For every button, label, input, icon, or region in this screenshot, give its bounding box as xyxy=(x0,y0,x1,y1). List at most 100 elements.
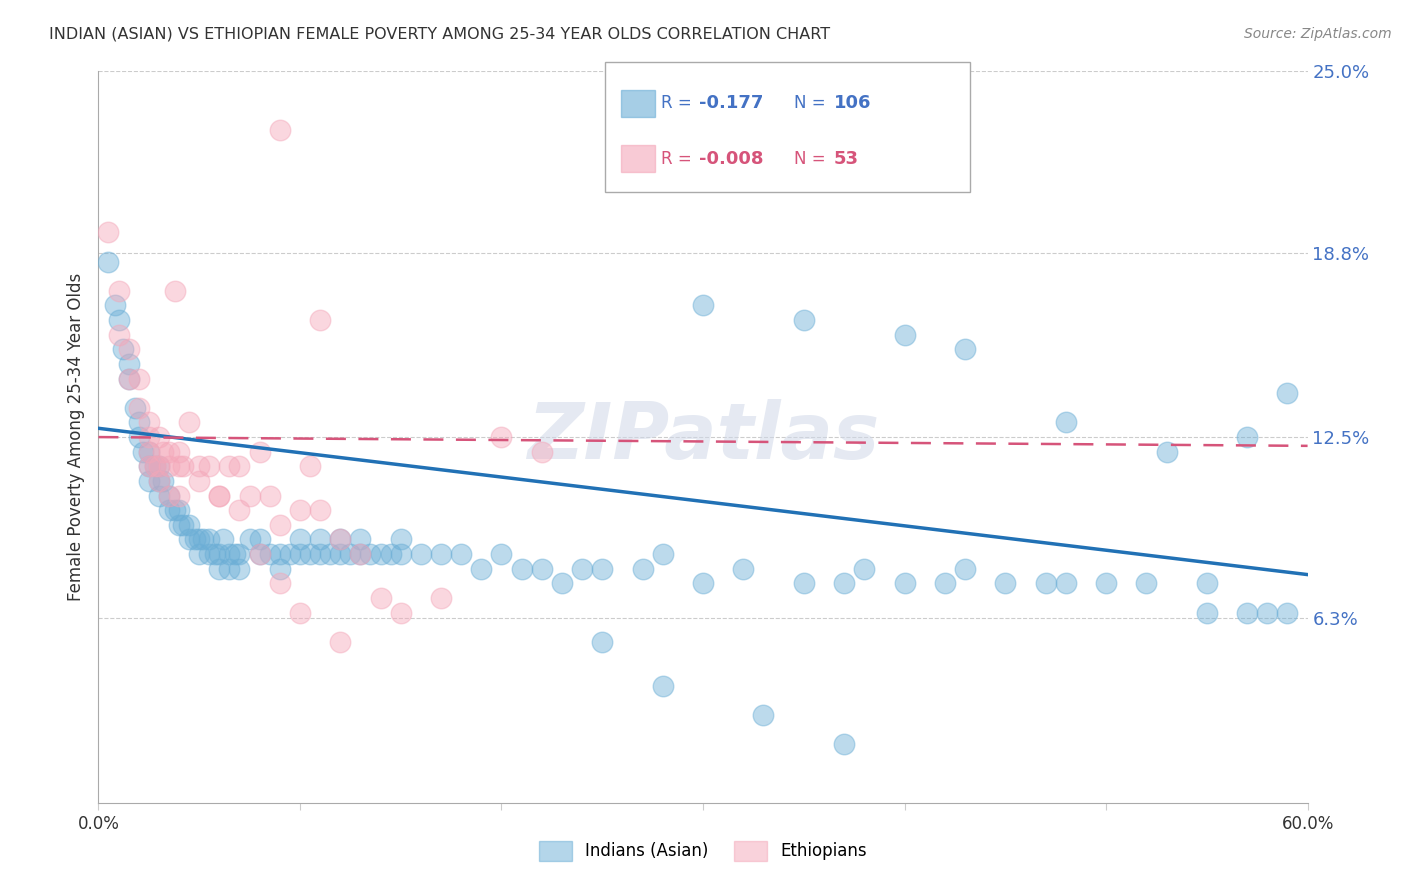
Point xyxy=(188,547,211,561)
Point xyxy=(148,474,170,488)
Point xyxy=(259,489,281,503)
Point xyxy=(172,517,194,532)
Point xyxy=(1256,606,1278,620)
Point xyxy=(97,254,120,268)
Point xyxy=(157,503,180,517)
Text: ZIPatlas: ZIPatlas xyxy=(527,399,879,475)
Point xyxy=(218,562,240,576)
Point xyxy=(530,444,553,458)
Point xyxy=(994,576,1017,591)
Point xyxy=(163,503,186,517)
Point xyxy=(349,533,371,547)
Point xyxy=(288,606,311,620)
Point xyxy=(288,533,311,547)
Point xyxy=(329,533,352,547)
Point xyxy=(370,591,392,605)
Point xyxy=(188,459,211,474)
Point xyxy=(212,533,235,547)
Point xyxy=(309,313,332,327)
Point xyxy=(198,547,221,561)
Point xyxy=(389,606,412,620)
Point xyxy=(152,444,174,458)
Point xyxy=(389,533,412,547)
Point xyxy=(138,416,160,430)
Text: N =: N = xyxy=(794,150,831,168)
Point xyxy=(389,547,412,561)
Point xyxy=(953,562,976,576)
Point xyxy=(893,576,915,591)
Point xyxy=(278,547,301,561)
Point xyxy=(491,547,513,561)
Point xyxy=(832,576,855,591)
Point xyxy=(198,459,221,474)
Point xyxy=(218,547,240,561)
Point xyxy=(193,533,215,547)
Point xyxy=(157,489,180,503)
Point xyxy=(239,489,262,503)
Point xyxy=(299,459,322,474)
Point xyxy=(1236,606,1258,620)
Point xyxy=(349,547,371,561)
Point xyxy=(208,489,231,503)
Point xyxy=(107,284,129,298)
Point xyxy=(107,327,129,342)
Text: -0.008: -0.008 xyxy=(699,150,763,168)
Point xyxy=(157,444,180,458)
Point xyxy=(128,371,150,385)
Point xyxy=(172,459,194,474)
Point xyxy=(793,576,815,591)
Point xyxy=(1195,576,1218,591)
Point xyxy=(1054,416,1077,430)
Point xyxy=(551,576,574,591)
Point xyxy=(118,357,141,371)
Point xyxy=(167,459,190,474)
Point xyxy=(853,562,876,576)
Point xyxy=(651,547,673,561)
Point xyxy=(184,533,207,547)
Point xyxy=(148,430,170,444)
Point xyxy=(218,459,240,474)
Point xyxy=(470,562,492,576)
Point xyxy=(1277,606,1299,620)
Point xyxy=(370,547,392,561)
Point xyxy=(228,503,250,517)
Point xyxy=(208,562,231,576)
Point xyxy=(138,444,160,458)
Point xyxy=(430,591,453,605)
Point xyxy=(1035,576,1057,591)
Point xyxy=(157,489,180,503)
Point xyxy=(167,517,190,532)
Point xyxy=(409,547,432,561)
Point xyxy=(179,533,201,547)
Point xyxy=(571,562,593,576)
Point xyxy=(138,444,160,458)
Point xyxy=(143,459,166,474)
Point xyxy=(224,547,246,561)
Point xyxy=(143,459,166,474)
Point xyxy=(1156,444,1178,458)
Point xyxy=(107,313,129,327)
Point xyxy=(1277,386,1299,401)
Point xyxy=(934,576,956,591)
Point xyxy=(360,547,382,561)
Point xyxy=(204,547,226,561)
Point xyxy=(430,547,453,561)
Point xyxy=(138,459,160,474)
Point xyxy=(188,533,211,547)
Point xyxy=(491,430,513,444)
Point xyxy=(269,576,291,591)
Point xyxy=(118,343,141,357)
Point xyxy=(188,474,211,488)
Point xyxy=(163,284,186,298)
Point xyxy=(128,416,150,430)
Text: 53: 53 xyxy=(834,150,859,168)
Point xyxy=(228,459,250,474)
Point xyxy=(269,562,291,576)
Point xyxy=(1054,576,1077,591)
Point xyxy=(329,547,352,561)
Point xyxy=(249,444,271,458)
Point xyxy=(249,533,271,547)
Point xyxy=(148,459,170,474)
Point xyxy=(692,576,714,591)
Point xyxy=(288,547,311,561)
